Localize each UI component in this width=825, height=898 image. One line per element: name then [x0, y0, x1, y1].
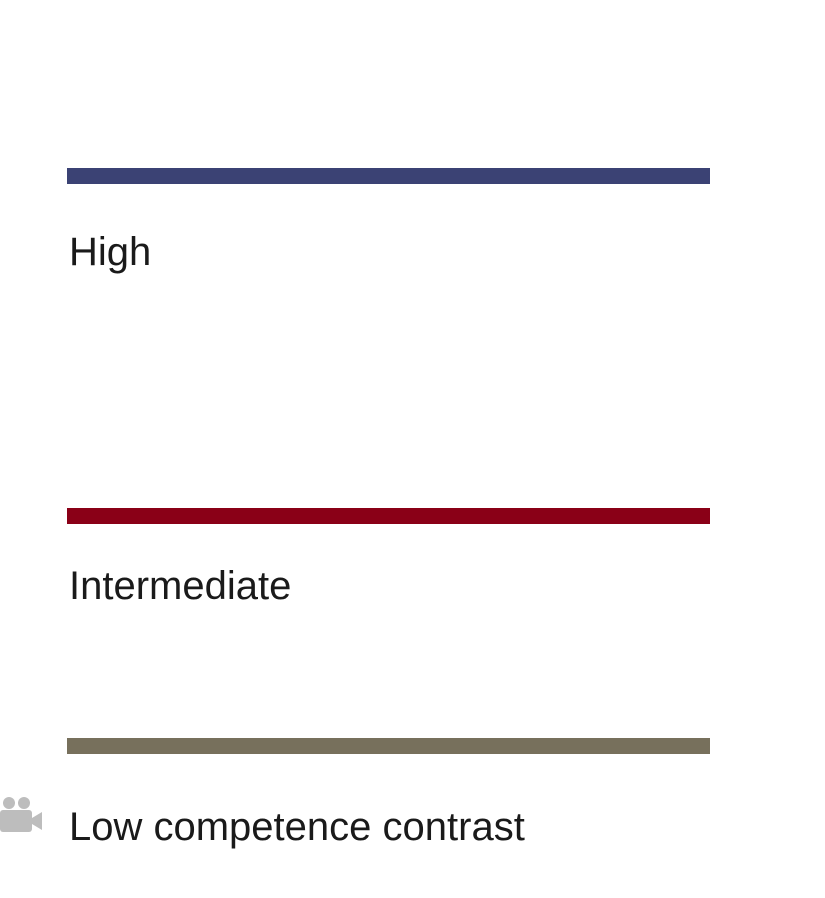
- legend-label-low: Low competence contrast: [69, 805, 525, 849]
- legend-label-intermediate: Intermediate: [69, 564, 292, 608]
- video-camera-icon: [0, 797, 42, 832]
- legend-swatch-intermediate: [67, 508, 710, 524]
- legend-swatch-low: [67, 738, 710, 754]
- legend-swatch-high: [67, 168, 710, 184]
- legend-label-high: High: [69, 230, 152, 274]
